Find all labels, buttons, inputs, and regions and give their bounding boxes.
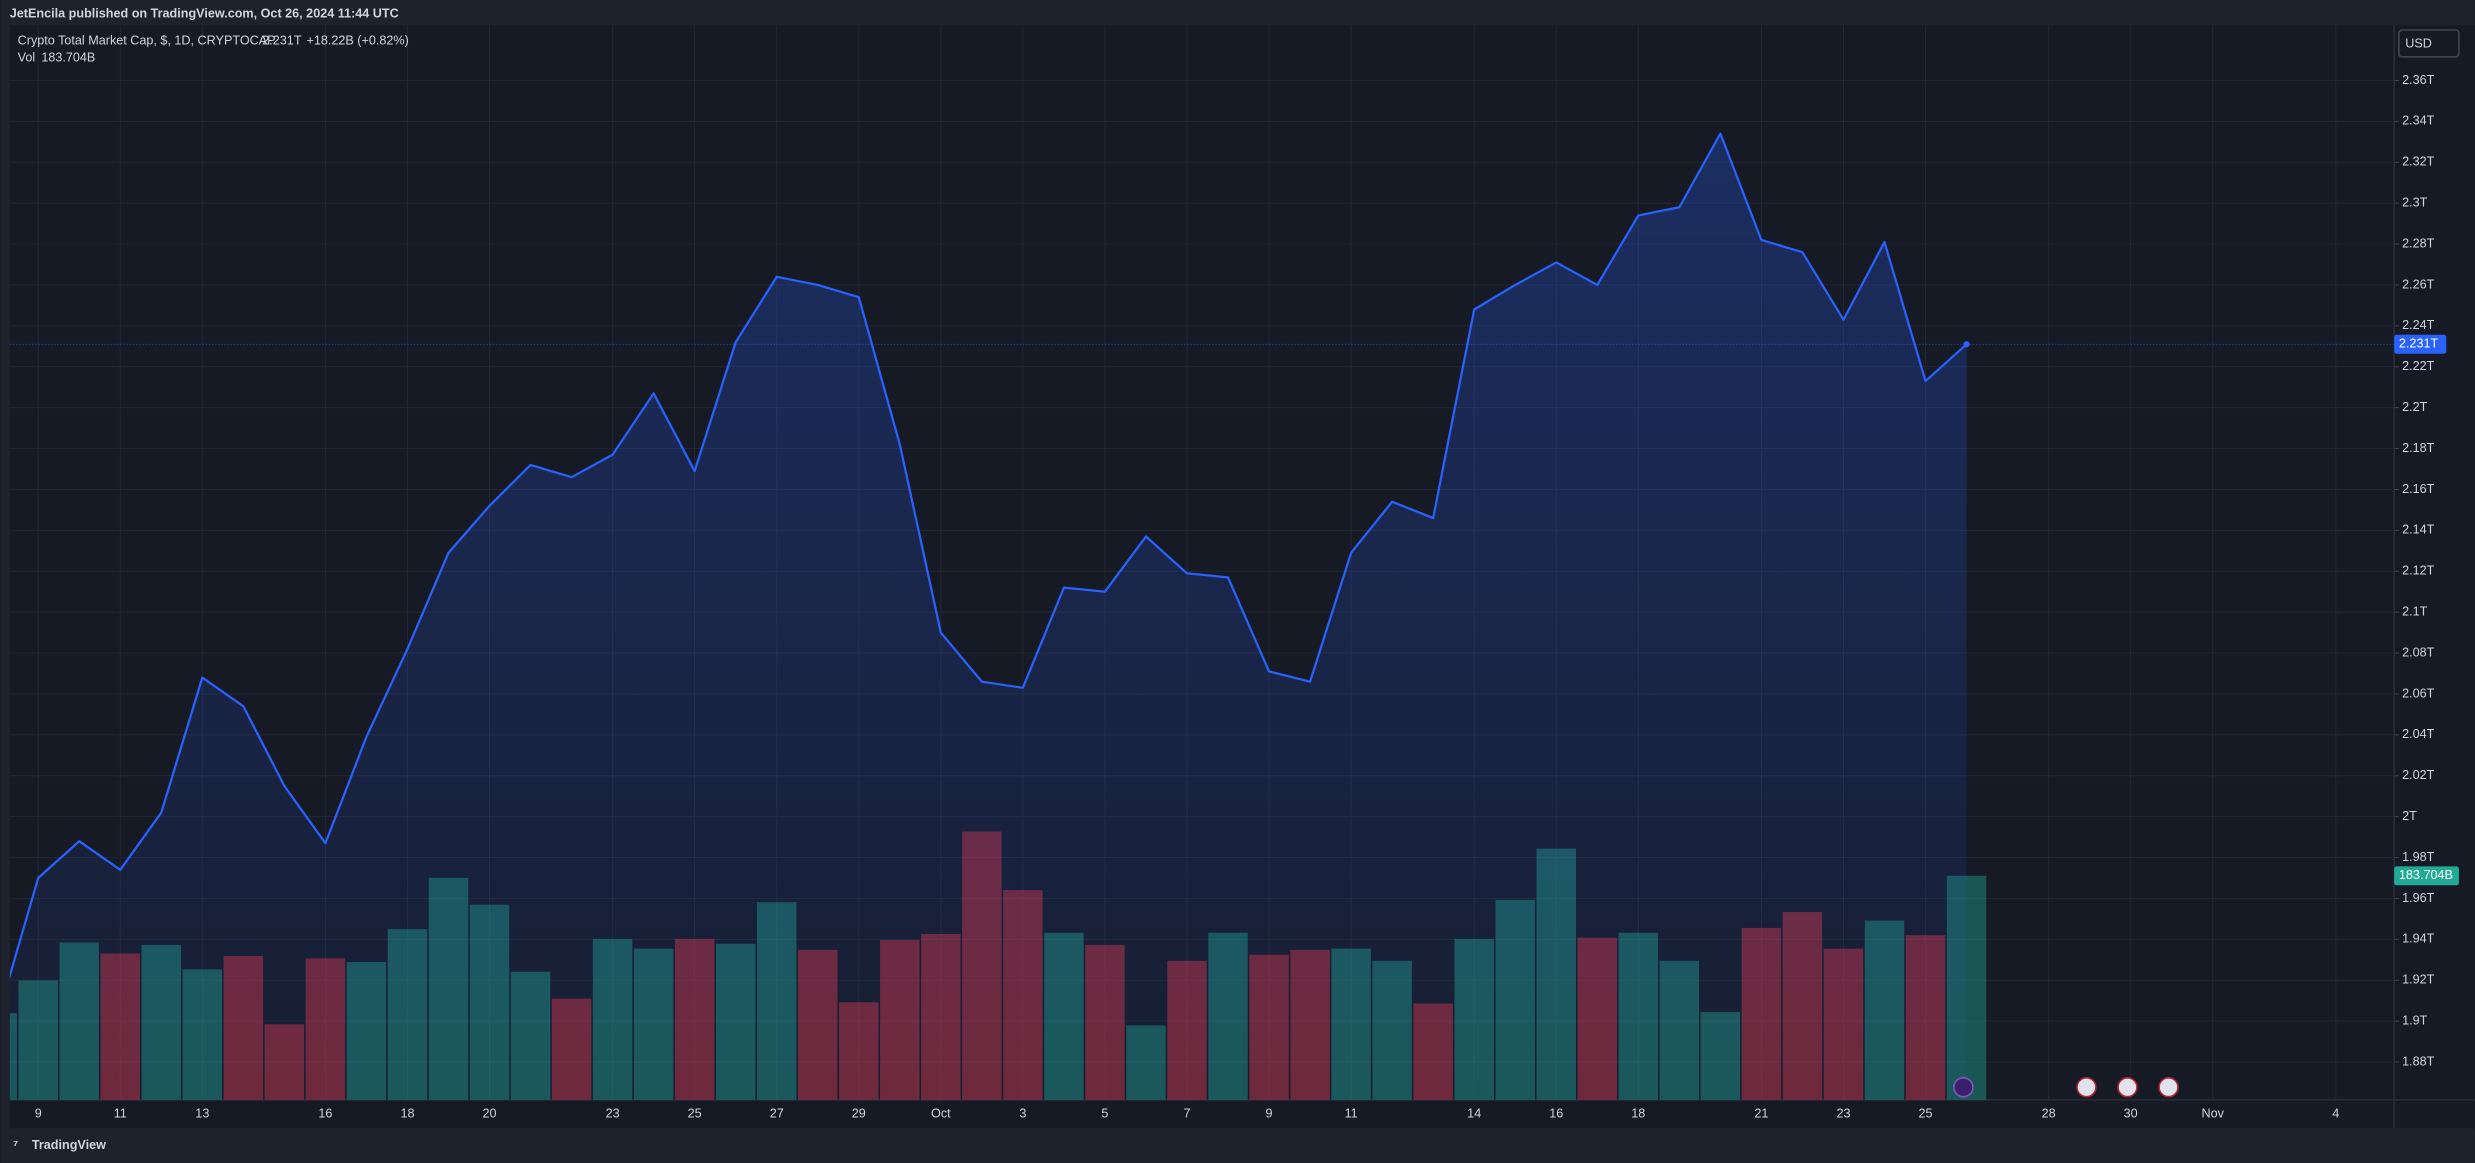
y-tick-label: 2.2T [2402, 400, 2428, 414]
x-tick-label: 23 [1836, 1106, 1850, 1120]
last-price: 2.231T [262, 33, 302, 47]
y-tick-label: 2.04T [2402, 727, 2435, 741]
x-tick-label: 20 [483, 1106, 497, 1120]
event-icons [1953, 1076, 2179, 1098]
vol-legend: Vol [18, 51, 36, 65]
x-tick-label: Nov [2201, 1106, 2224, 1120]
x-tick-label: 28 [2042, 1106, 2056, 1120]
price-tag [2394, 334, 2447, 354]
currency-box[interactable] [2398, 29, 2460, 58]
y-tick-label: 2.22T [2402, 359, 2435, 373]
y-tick-label: 1.9T [2402, 1013, 2428, 1027]
y-tick-label: 2.36T [2402, 73, 2435, 87]
y-tick-label: 2.06T [2402, 686, 2435, 700]
y-tick-label: 2.14T [2402, 523, 2435, 537]
x-tick-label: 13 [195, 1106, 209, 1120]
y-tick-label: 2.1T [2402, 604, 2428, 618]
x-tick-label: 16 [318, 1106, 332, 1120]
x-tick-label: 30 [2124, 1106, 2138, 1120]
x-tick-label: 9 [1266, 1106, 1273, 1120]
last-point [1963, 341, 1970, 348]
x-tick-label: 18 [1631, 1106, 1645, 1120]
price-axis [2394, 25, 2475, 1129]
y-tick-label: 1.98T [2402, 850, 2435, 864]
x-tick-label: 9 [35, 1106, 42, 1120]
y-tick-label: 1.96T [2402, 891, 2435, 905]
volume-tag-label: 183.704B [2399, 868, 2453, 882]
y-tick-label: 1.92T [2402, 973, 2435, 987]
y-tick-label: 1.88T [2402, 1054, 2435, 1068]
y-tick-label: 2.32T [2402, 155, 2435, 169]
price-tag-label: 2.231T [2399, 337, 2439, 351]
price-change: +18.22B (+0.82%) [306, 33, 408, 47]
x-tick-label: 4 [2332, 1106, 2339, 1120]
brand: TradingView [32, 1138, 106, 1152]
x-tick-label: 11 [1345, 1106, 1358, 1120]
x-tick-label: 18 [400, 1106, 414, 1120]
x-tick-label: 7 [1183, 1106, 1190, 1120]
y-tick-label: 2.24T [2402, 318, 2435, 332]
volume-tag [2394, 866, 2459, 886]
x-tick-label: 14 [1467, 1106, 1481, 1120]
x-tick-label: 27 [770, 1106, 784, 1120]
y-tick-label: 2.16T [2402, 482, 2435, 496]
x-tick-label: Oct [931, 1106, 951, 1120]
y-tick-label: 2.3T [2402, 195, 2428, 209]
y-tick-label: 2.28T [2402, 236, 2435, 250]
y-tick-label: 2.02T [2402, 768, 2435, 782]
x-tick-label: 25 [1919, 1106, 1933, 1120]
area-fill [9, 133, 1967, 1100]
y-tick-label: 2.18T [2402, 441, 2435, 455]
y-tick-label: 2.26T [2402, 277, 2435, 291]
x-tick-label: 23 [606, 1106, 620, 1120]
currency[interactable]: USD [2405, 37, 2432, 51]
x-tick-label: 25 [688, 1106, 702, 1120]
x-tick-label: 29 [852, 1106, 866, 1120]
publisher-line: JetEncila published on TradingView.com, … [10, 7, 399, 21]
x-tick-label: 21 [1754, 1106, 1768, 1120]
symbol-legend: Crypto Total Market Cap, $, 1D, CRYPTOCA… [18, 33, 276, 47]
x-tick-label: 3 [1019, 1106, 1026, 1120]
y-tick-label: 1.94T [2402, 932, 2435, 946]
price-line [9, 132, 1968, 980]
x-tick-label: 5 [1101, 1106, 1108, 1120]
x-tick-label: 16 [1549, 1106, 1563, 1120]
y-tick-label: 2.12T [2402, 564, 2435, 578]
y-tick-label: 2.34T [2402, 114, 2435, 128]
time-axis [9, 1099, 2395, 1129]
vol-value: 183.704B [41, 51, 95, 65]
y-tick-label: 2T [2402, 809, 2417, 823]
brand-logo: ⁷ [13, 1138, 18, 1152]
x-tick-label: 11 [114, 1106, 127, 1120]
y-tick-label: 2.08T [2402, 645, 2435, 659]
